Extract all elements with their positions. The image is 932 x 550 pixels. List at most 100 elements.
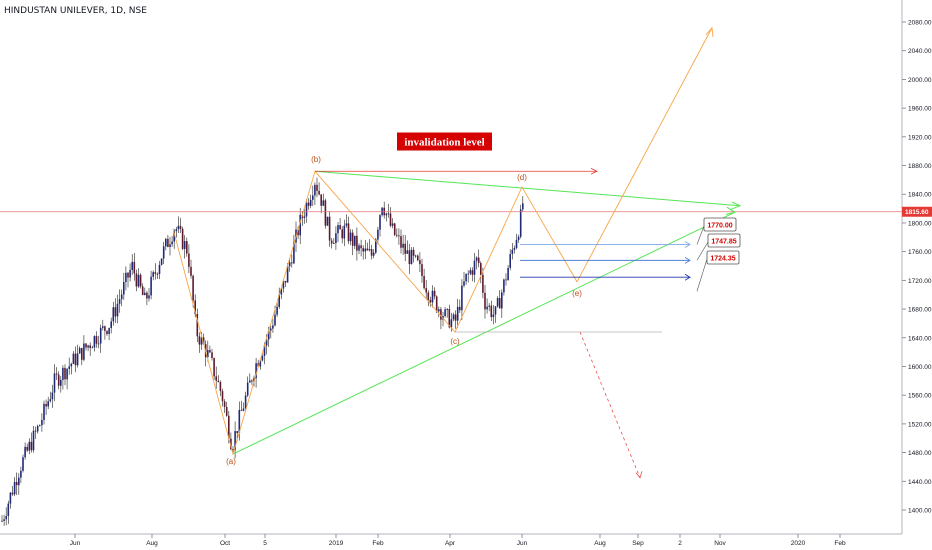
candle-body [328,216,331,241]
candle-body [303,216,306,218]
elliott-wave-path [172,27,713,456]
candle-body [181,228,184,249]
candle-body [351,232,354,246]
candle-body [318,190,320,195]
candle-body [253,378,255,382]
candle-body [76,353,79,366]
candle-body [194,300,196,315]
candle-body [370,249,373,256]
candle-body [345,223,348,226]
candle-body [410,249,413,265]
candle-body [490,305,493,318]
candle-body [513,247,516,250]
candle-body [190,266,192,276]
candle-body [104,326,106,331]
y-tick-label: 1760.00 [908,249,932,256]
candle-body [503,279,505,293]
candle-body [322,200,325,206]
candle-body [477,257,480,264]
candle-body [139,274,142,287]
candle-body [440,309,442,320]
candle-body [427,292,430,300]
candle-body [398,235,400,237]
candle-body [228,415,230,439]
candle-body [209,350,211,353]
candle-body [431,290,434,303]
candle-body [284,280,287,283]
candle-body [39,425,41,427]
candle-body [154,272,157,274]
candle-body [60,379,62,386]
candle-body [276,306,278,315]
candle-body [188,253,190,267]
candle-body [293,242,295,264]
y-tick-label: 1400.00 [908,508,932,515]
candle-body [141,286,144,296]
candle-body [309,199,312,206]
candle-body [438,309,440,312]
y-tick-label: 2080.00 [908,20,932,27]
candle-body [24,446,26,458]
candle-body [425,288,427,293]
candle-body [196,314,199,337]
candle-body [110,321,112,328]
candle-body [278,294,280,307]
candle-body [183,241,186,249]
candle-body [486,306,488,310]
candle-body [81,348,83,360]
candle-body [198,336,201,345]
target-callout-box [706,250,740,265]
candle-body [337,225,339,234]
candle-body [341,229,343,239]
candle-body [456,306,459,321]
candle-body [26,446,28,451]
candle-body [28,441,31,451]
time-axis: Jun Aug Oct 5 2019 Feb Apr Jun Aug Sep 2 Nov 2020 Feb [0,533,902,547]
candle-body [244,395,247,409]
x-tick-label: Feb [834,540,846,547]
wave-label: (b) [311,155,321,164]
candle-body [375,239,377,253]
candle-body [471,270,474,275]
candle-body [230,438,232,450]
y-tick-label: 2040.00 [908,48,932,55]
candle-body [368,249,371,251]
target-callout-label: 1747.85 [711,239,736,246]
candle-body [173,231,175,242]
candle-body [53,373,56,393]
candle-body [125,272,127,283]
candle-body [148,295,150,299]
y-tick-label: 1800.00 [908,220,932,227]
candle-body [492,314,495,318]
x-tick-label: Sep [632,540,644,547]
candle-body [162,246,165,259]
candle-body [32,430,35,451]
y-tick-label: 1480.00 [908,450,932,457]
candle-body [412,249,415,256]
callout-leader [696,225,705,245]
candle-body [97,343,100,345]
candle-body [238,409,241,433]
candle-body [494,306,497,315]
y-tick-label: 1560.00 [908,393,932,400]
candle-body [467,273,469,275]
candle-body [47,401,49,407]
candle-body [83,343,85,360]
y-tick-label: 1680.00 [908,307,932,314]
candle-body [465,273,467,282]
wave-label: (c) [450,337,460,346]
candle-body [62,367,64,380]
candle-body [362,248,364,252]
candle-body [379,215,381,230]
candle-body [22,457,24,471]
candle-body [459,306,461,311]
candle-body [156,273,159,275]
candle-body [461,285,463,311]
y-tick-label: 1880.00 [908,163,932,170]
candle-body [133,261,136,274]
candle-body [396,234,398,236]
candle-body [249,380,251,383]
candle-body [95,336,98,344]
candle-body [324,200,327,226]
